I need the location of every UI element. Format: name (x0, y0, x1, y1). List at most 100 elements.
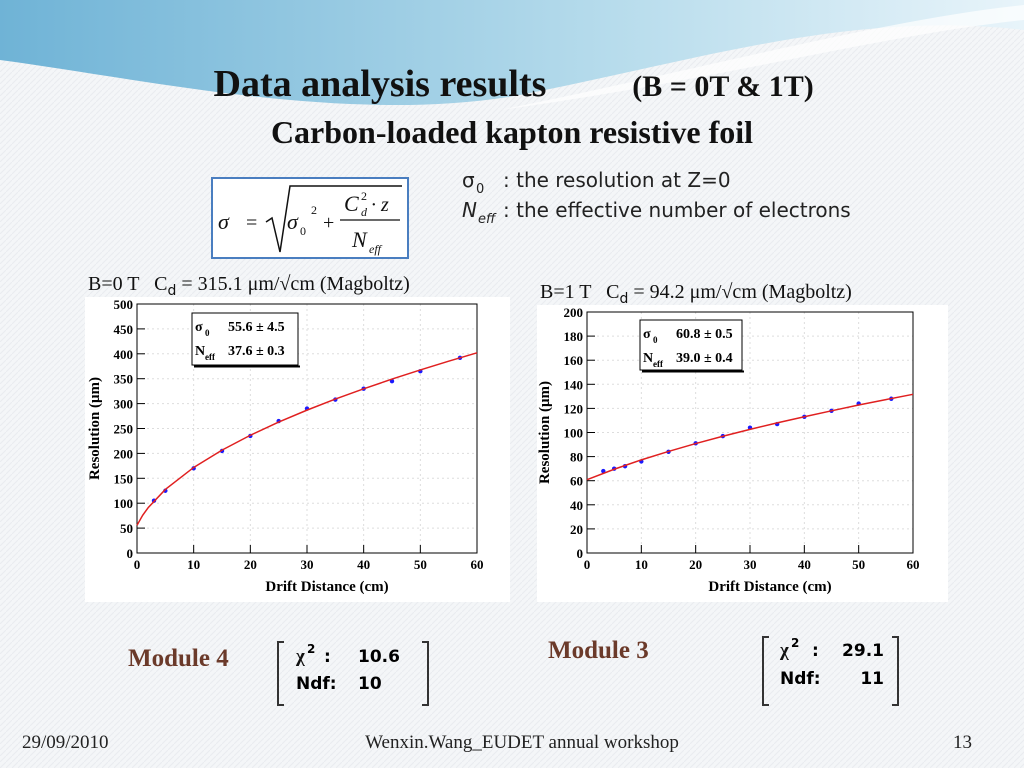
plot-frame (136, 303, 478, 554)
header-prefix: B=0 T C (88, 273, 167, 295)
module-4: Module 4 χ 2 : 10.6 Ndf: 10 (128, 641, 429, 706)
formula-den-sub: eff (369, 242, 383, 256)
stat-symbol: σ (643, 327, 651, 342)
x-axis-label: Drift Distance (cm) (708, 579, 831, 595)
stat-value: 60.8 ± 0.5 (676, 327, 733, 342)
header-swoosh (0, 0, 1024, 106)
y-tick-label: 80 (570, 450, 583, 465)
y-tick-label: 60 (570, 474, 583, 489)
chart: B=0 T Cd = 315.1 μm/√cm (Magboltz)050100… (85, 273, 510, 602)
brackets (277, 641, 429, 706)
y-tick-label: 450 (114, 322, 134, 337)
notes: σ 0 : the resolution at Z=0 N eff : the … (462, 168, 851, 227)
subtitle: Carbon-loaded kapton resistive foil (271, 114, 753, 150)
chi-sep: : (324, 647, 331, 667)
y-tick-label: 20 (570, 522, 583, 537)
note-symbol: σ (462, 168, 475, 192)
header-prefix: B=1 T C (540, 281, 619, 303)
ndf-value: 10 (358, 674, 382, 694)
formula-eq: = (246, 212, 257, 234)
sqrt-sign (265, 185, 402, 253)
y-tick-label: 40 (570, 498, 583, 513)
footer-center: Wenxin.Wang_EUDET annual workshop (365, 732, 679, 753)
formula-box (211, 177, 409, 259)
stat-sub: eff (653, 359, 664, 369)
note-sub: eff (478, 212, 497, 227)
title: Data analysis results (214, 63, 547, 105)
x-tick-label: 10 (187, 557, 200, 572)
y-tick-label: 100 (114, 496, 134, 511)
header-swoosh-light (500, 5, 1024, 110)
formula-sigma: σ (287, 209, 299, 234)
x-tick-label: 0 (134, 557, 141, 572)
stat-value: 55.6 ± 4.5 (228, 320, 285, 335)
fit-line (586, 393, 914, 481)
formula-sigma-sup: 2 (311, 203, 317, 217)
formula-den: N (351, 227, 368, 252)
footer-date: 29/09/2010 (22, 732, 109, 753)
y-tick-label: 0 (127, 546, 134, 561)
header-suffix: = 94.2 μm/√cm (Magboltz) (628, 281, 852, 303)
formula-sigma-sub: 0 (300, 224, 306, 238)
y-tick-label: 250 (114, 422, 134, 437)
formula-num-sup: 2 (361, 189, 367, 203)
y-tick-label: 160 (564, 353, 584, 368)
y-tick-label: 120 (564, 401, 584, 416)
note-sub: 0 (476, 182, 484, 197)
y-tick-label: 140 (564, 377, 584, 392)
footer: 29/09/2010 Wenxin.Wang_EUDET annual work… (22, 732, 972, 753)
header-sub: d (167, 283, 176, 299)
chi-value: 29.1 (842, 641, 884, 661)
formula-num-sub: d (361, 205, 368, 219)
stat-symbol: σ (195, 320, 203, 335)
y-tick-label: 150 (114, 471, 134, 486)
y-tick-label: 200 (114, 446, 134, 461)
y-tick-label: 180 (564, 329, 584, 344)
x-tick-label: 60 (907, 557, 920, 572)
brackets (762, 636, 899, 706)
x-tick-label: 40 (798, 557, 811, 572)
x-tick-label: 10 (635, 557, 648, 572)
stat-value: 39.0 ± 0.4 (676, 351, 733, 366)
x-tick-label: 30 (301, 557, 314, 572)
chi-value: 10.6 (358, 647, 400, 667)
note-symbol: N (462, 198, 477, 222)
ndf-value: 11 (860, 669, 884, 689)
note-text: : the resolution at Z=0 (503, 168, 731, 192)
stats-box (639, 319, 743, 371)
chi-symbol: χ (295, 646, 305, 667)
title-sub: (B = 0T & 1T) (632, 70, 814, 103)
x-tick-label: 30 (744, 557, 757, 572)
formula: σ = σ 0 2 + C 2 d · z N eff (218, 185, 402, 256)
y-axis-label: Resolution (μm) (87, 377, 103, 480)
header-sub: d (619, 291, 628, 307)
y-tick-label: 100 (564, 426, 584, 441)
module-name: Module 3 (548, 637, 649, 664)
y-tick-label: 300 (114, 397, 134, 412)
y-tick-label: 0 (577, 546, 584, 561)
y-tick-label: 200 (564, 305, 584, 320)
formula-lhs: σ (218, 209, 230, 234)
chi-sup: 2 (307, 642, 315, 656)
x-axis-label: Drift Distance (cm) (265, 579, 388, 595)
note-text: : the effective number of electrons (503, 198, 851, 222)
x-tick-label: 0 (584, 557, 591, 572)
fit-line (136, 352, 478, 526)
y-axis-label: Resolution (μm) (537, 381, 553, 484)
x-tick-label: 20 (689, 557, 702, 572)
ndf-label: Ndf: (780, 669, 821, 689)
chart-header: B=0 T Cd = 315.1 μm/√cm (Magboltz) (88, 273, 410, 299)
charts: B=0 T Cd = 315.1 μm/√cm (Magboltz)050100… (85, 273, 948, 602)
module-name: Module 4 (128, 645, 229, 672)
chart-header: B=1 T Cd = 94.2 μm/√cm (Magboltz) (540, 281, 852, 307)
stat-sub: 0 (205, 328, 210, 338)
stats-box (191, 312, 299, 366)
x-tick-label: 50 (852, 557, 865, 572)
footer-page: 13 (953, 732, 972, 753)
stat-value: 37.6 ± 0.3 (228, 344, 285, 359)
y-tick-label: 50 (120, 521, 133, 536)
x-tick-label: 50 (414, 557, 427, 572)
stat-sub: 0 (653, 335, 658, 345)
chi-sep: : (812, 641, 819, 661)
